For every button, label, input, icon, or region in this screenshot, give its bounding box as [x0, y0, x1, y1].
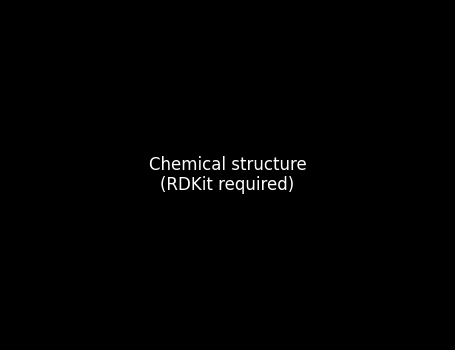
Text: Chemical structure
(RDKit required): Chemical structure (RDKit required) [149, 156, 306, 194]
